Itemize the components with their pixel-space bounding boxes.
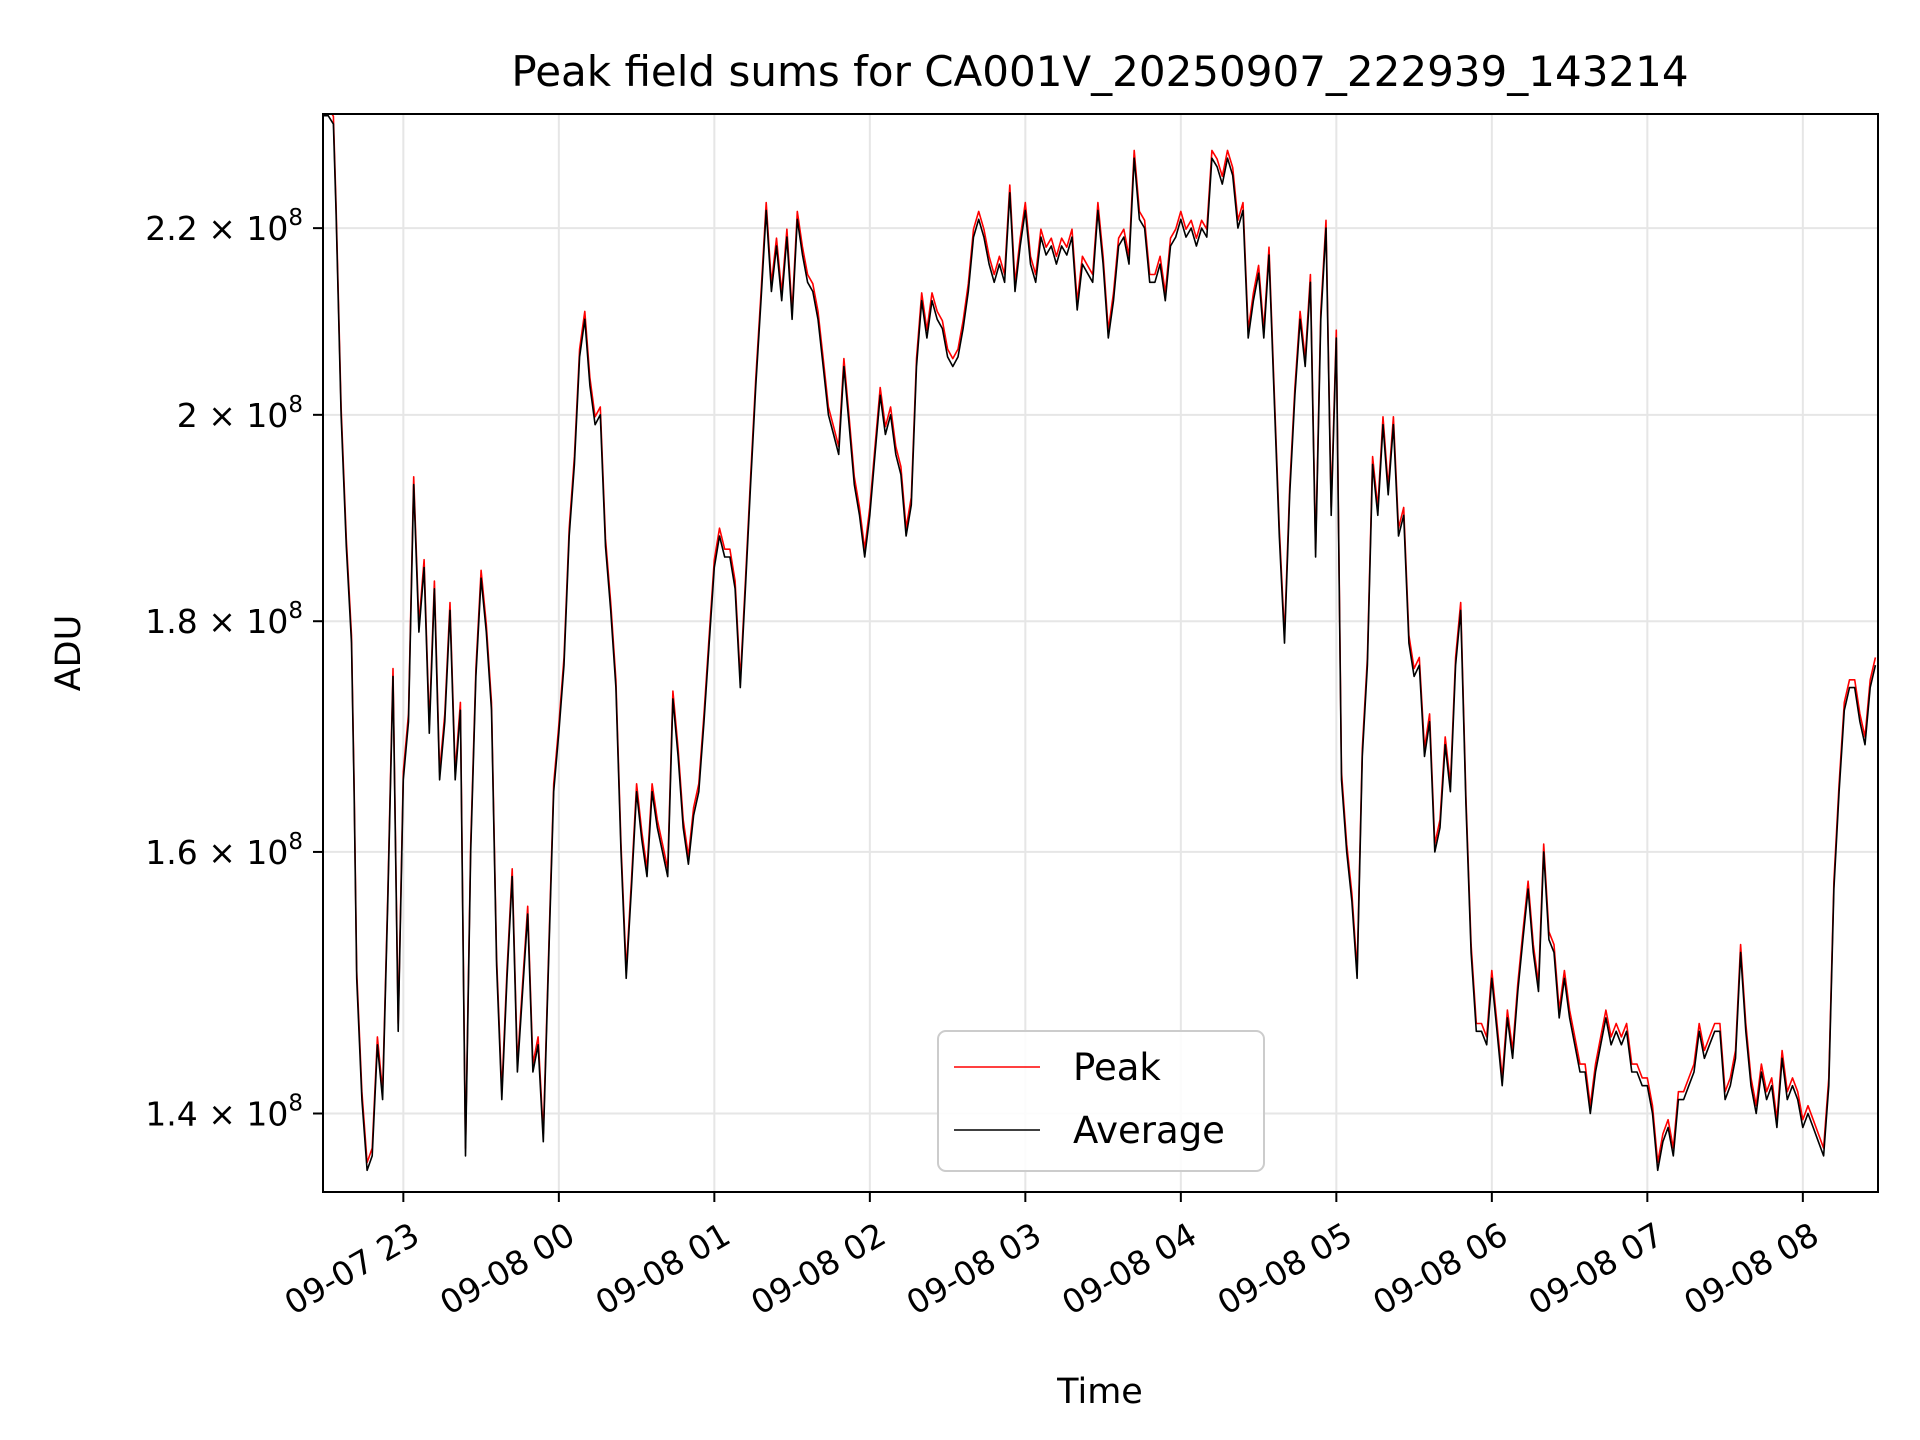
- plot-frame: [322, 113, 1879, 1193]
- y-tick-label: 1.6 × 108: [145, 829, 303, 872]
- y-tick-label: 2 × 108: [177, 392, 303, 435]
- y-tick-label: 1.4 × 108: [145, 1090, 303, 1133]
- legend-average-label: Average: [1073, 1109, 1225, 1152]
- y-tick-label: 2.2 × 108: [145, 205, 303, 248]
- y-axis-label: ADU: [49, 615, 89, 692]
- chart-title: Peak field sums for CA001V_20250907_2229…: [511, 47, 1688, 96]
- x-axis-label: Time: [1056, 1372, 1143, 1412]
- legend: Peak Average: [937, 1030, 1265, 1172]
- y-tick-label: 1.8 × 108: [145, 598, 303, 641]
- legend-peak-label: Peak: [1073, 1046, 1161, 1089]
- series-layer: [323, 114, 1877, 1172]
- y-axis: 1.4 × 108 1.6 × 108 1.8 × 108 2 × 108 2.2 × …: [145, 205, 323, 1133]
- series-line-average: [323, 114, 1877, 1172]
- legend-box: [937, 1030, 1265, 1172]
